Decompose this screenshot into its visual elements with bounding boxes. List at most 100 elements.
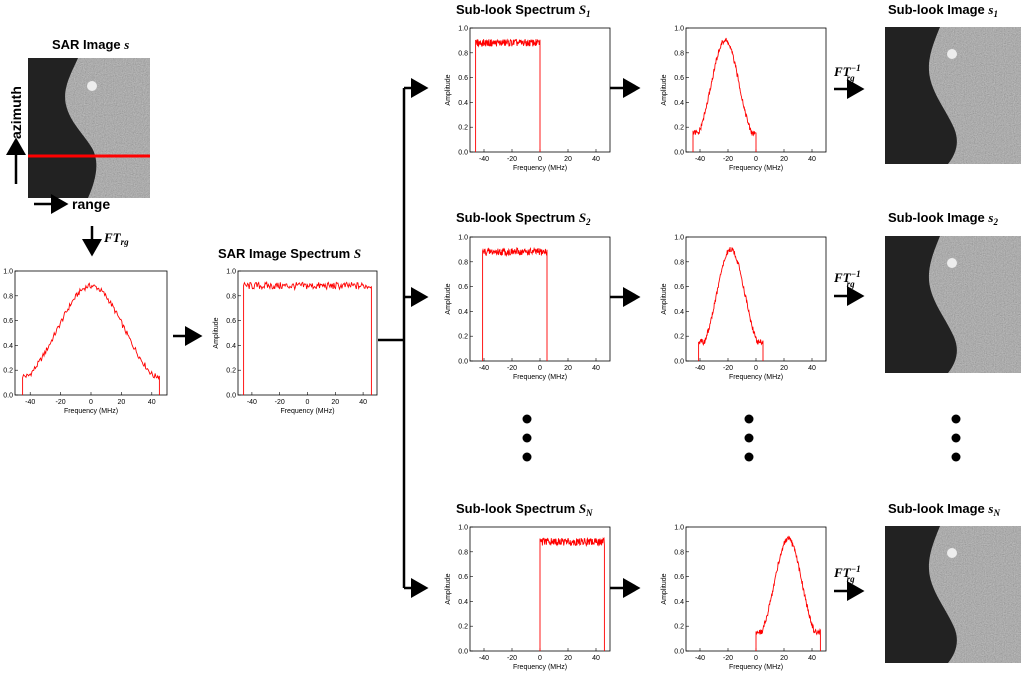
- spectrum-series-line: [698, 247, 764, 361]
- ellipsis-col-1: [522, 414, 532, 462]
- y-tick-label: 0.8: [458, 549, 468, 556]
- plot-frame: [237, 270, 378, 396]
- y-tick-label: 0.6: [674, 284, 684, 291]
- y-tick-label: 0.6: [3, 318, 13, 325]
- sub-look-spectrum-2-title: Sub-look Spectrum S2: [456, 210, 591, 227]
- x-tick-label: 20: [564, 365, 572, 372]
- y-tick-label: 0.0: [226, 393, 236, 400]
- y-axis-label: Amplitude: [661, 74, 668, 105]
- x-tick-label: -40: [695, 365, 705, 372]
- y-axis-label: Amplitude: [661, 573, 668, 604]
- y-tick-label: 0.0: [3, 393, 13, 400]
- x-tick-label: -40: [247, 399, 257, 406]
- sub-look-spectrum-1-title: Sub-look Spectrum S1: [456, 2, 591, 19]
- y-tick-label: 0.6: [674, 574, 684, 581]
- y-tick-label: 1.0: [674, 235, 684, 242]
- weighted-sub-look-n-chart: 0.0 0.2 0.4 0.6 0.8 1.0 -40 -20 0 20 40 Frequency (…: [661, 525, 827, 671]
- y-tick-label: 0.6: [458, 574, 468, 581]
- branch-connector: [378, 78, 429, 598]
- x-tick-label: 0: [538, 365, 542, 372]
- sar-image-spectrum-chart: 0.0 0.2 0.4 0.6 0.8 1.0 -40 -20 0 20 40 Frequency (…: [213, 269, 378, 415]
- y-tick-label: 0.4: [674, 599, 684, 606]
- x-tick-label: 0: [89, 399, 93, 406]
- x-tick-label: -40: [479, 655, 489, 662]
- y-tick-label: 0.6: [458, 75, 468, 82]
- x-tick-label: 0: [754, 156, 758, 163]
- x-tick-label: 40: [148, 399, 156, 406]
- y-tick-label: 0.4: [674, 309, 684, 316]
- sub-look-spectrum-2-chart: 0.0 0.2 0.4 0.6 0.8 1.0 -40 -20 0 20 40 Frequency (…: [445, 235, 611, 381]
- y-tick-label: 0.6: [674, 75, 684, 82]
- range-label: range: [72, 196, 110, 212]
- y-tick-label: 1.0: [674, 26, 684, 33]
- x-axis-label: Frequency (MHz): [729, 374, 783, 381]
- weighted-sub-look-2-chart: 0.0 0.2 0.4 0.6 0.8 1.0 -40 -20 0 20 40 Frequency (…: [661, 235, 827, 381]
- sar-image: [28, 58, 150, 198]
- y-tick-label: 0.0: [674, 649, 684, 656]
- x-tick-label: -20: [275, 399, 285, 406]
- spectrum-series-line: [755, 535, 821, 651]
- sar-image-title: SAR Image s: [52, 37, 129, 52]
- x-tick-label: -20: [507, 365, 517, 372]
- spectrum-series-line: [539, 536, 605, 651]
- y-tick-label: 0.8: [458, 50, 468, 57]
- y-tick-label: 0.2: [674, 624, 684, 631]
- x-tick-label: 0: [538, 156, 542, 163]
- x-tick-label: 20: [331, 399, 339, 406]
- y-tick-label: 0.8: [674, 549, 684, 556]
- x-tick-label: -40: [479, 156, 489, 163]
- x-tick-label: 20: [780, 156, 788, 163]
- spectrum-series-line: [692, 37, 757, 152]
- y-tick-label: 0.4: [458, 100, 468, 107]
- x-tick-label: -20: [723, 365, 733, 372]
- spectrum-series-line: [475, 38, 541, 152]
- x-tick-label: -20: [723, 655, 733, 662]
- azimuth-label: azimuth: [8, 86, 24, 139]
- sub-look-spectrum-1-chart: 0.0 0.2 0.4 0.6 0.8 1.0 -40 -20 0 20 40 Frequency (…: [445, 26, 611, 172]
- x-tick-label: -20: [507, 156, 517, 163]
- y-tick-label: 0.2: [674, 125, 684, 132]
- ift-n: FT−1 rg: [833, 564, 865, 601]
- y-tick-label: 0.2: [3, 368, 13, 375]
- y-tick-label: 0.0: [458, 649, 468, 656]
- ift-2: FT−1 rg: [833, 269, 865, 306]
- ft-label: FTrg: [103, 230, 129, 247]
- x-tick-label: 20: [564, 655, 572, 662]
- x-tick-label: 0: [306, 399, 310, 406]
- x-axis-label: Frequency (MHz): [513, 664, 567, 671]
- y-tick-label: 0.8: [674, 259, 684, 266]
- plot-frame: [14, 270, 168, 396]
- y-tick-label: 0.0: [674, 150, 684, 157]
- x-tick-label: 40: [808, 655, 816, 662]
- x-tick-label: -40: [25, 399, 35, 406]
- y-axis-label: Amplitude: [445, 573, 452, 604]
- svg-text:FT−1rg: FT−1 rg: [833, 63, 861, 83]
- x-tick-label: 20: [780, 365, 788, 372]
- x-tick-label: 40: [359, 399, 367, 406]
- y-tick-label: 0.2: [458, 624, 468, 631]
- y-tick-label: 1.0: [3, 269, 13, 276]
- x-tick-label: 40: [808, 156, 816, 163]
- spectrum-series-line: [482, 246, 548, 361]
- y-axis-label: Amplitude: [445, 283, 452, 314]
- x-tick-label: 40: [592, 365, 600, 372]
- y-tick-label: 1.0: [458, 525, 468, 532]
- y-axis-label: Amplitude: [213, 317, 220, 348]
- y-tick-label: 0.6: [226, 318, 236, 325]
- x-tick-label: -40: [479, 365, 489, 372]
- x-tick-label: 0: [754, 655, 758, 662]
- sub-look-image-1: [885, 27, 1021, 164]
- x-tick-label: 40: [592, 655, 600, 662]
- y-tick-label: 0.2: [674, 334, 684, 341]
- range-profile-spectrum-chart: 0.0 0.2 0.4 0.6 0.8 1.0 -40 -20 0 20 40 Frequency (…: [3, 269, 168, 415]
- y-tick-label: 0.4: [674, 100, 684, 107]
- y-tick-label: 0.4: [226, 343, 236, 350]
- x-tick-label: -40: [695, 655, 705, 662]
- y-tick-label: 1.0: [674, 525, 684, 532]
- sub-look-image-n: [885, 526, 1021, 663]
- svg-text:FT−1rg: FT−1 rg: [833, 564, 861, 584]
- sub-look-image-n-title: Sub-look Image sN: [888, 501, 1000, 518]
- x-tick-label: 20: [118, 399, 126, 406]
- plot-frame: [469, 236, 611, 362]
- sub-look-spectrum-n-title: Sub-look Spectrum SN: [456, 501, 593, 518]
